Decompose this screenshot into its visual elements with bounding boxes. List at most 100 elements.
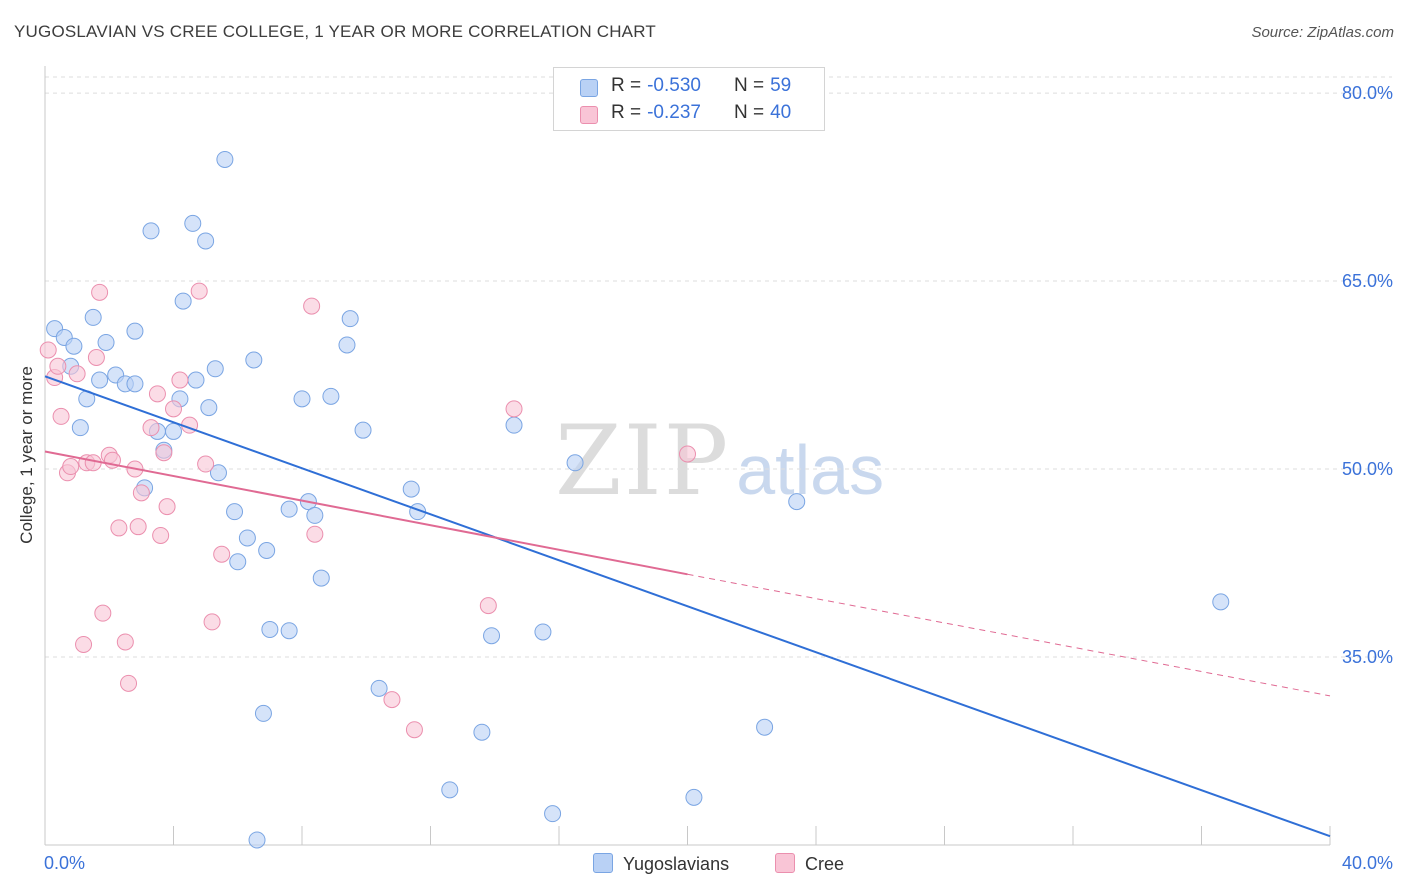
- chart-title: YUGOSLAVIAN VS CREE COLLEGE, 1 YEAR OR M…: [14, 22, 656, 41]
- yugoslavians-point: [322, 387, 340, 405]
- yugoslavians-point: [306, 506, 324, 524]
- cree-point: [116, 633, 134, 651]
- yugoslavians-point: [245, 351, 263, 369]
- cree-point: [87, 348, 105, 366]
- legend-item-yugoslavians[interactable]: Yugoslavians: [593, 853, 729, 875]
- yugoslavians-point: [226, 503, 244, 521]
- yugoslavians-point: [254, 704, 272, 722]
- yugoslavians-point: [1212, 593, 1230, 611]
- yugoslavians-point: [258, 541, 276, 559]
- yugoslavians-point: [84, 308, 102, 326]
- cree-point: [213, 545, 231, 563]
- legend-n-label: N =: [734, 102, 765, 123]
- series-legend: Yugoslavians Cree: [0, 853, 1406, 877]
- yugoslavians-point: [187, 371, 205, 389]
- yugoslavians-point: [505, 416, 523, 434]
- yugoslavians-point: [402, 480, 420, 498]
- yugoslavians-point: [142, 222, 160, 240]
- legend-swatch-yugoslavians: [593, 853, 613, 873]
- y-tick-label: 80.0%: [1342, 83, 1393, 103]
- cree-point: [165, 400, 182, 418]
- yugoslavians-point: [338, 336, 356, 354]
- legend-n-value: 40: [770, 102, 792, 123]
- cree-point: [679, 445, 696, 463]
- grid-layer: [45, 76, 1392, 658]
- yugoslavians-point: [184, 214, 202, 232]
- yugoslavians-points: [46, 150, 1230, 849]
- yugoslavians-point: [473, 723, 491, 741]
- yugoslavians-point: [206, 360, 224, 378]
- trend-line-cree: [44, 450, 688, 576]
- yugoslavians-point: [209, 464, 227, 482]
- legend-n-label: N =: [734, 75, 765, 96]
- yugoslavians-point: [788, 493, 806, 511]
- yugoslavians-point: [341, 310, 359, 328]
- cree-point: [49, 357, 67, 375]
- cree-point: [94, 604, 112, 622]
- x-tick-label: 0.0%: [44, 853, 85, 873]
- legend-r-value: -0.530: [647, 75, 701, 96]
- cree-point: [383, 691, 401, 709]
- cree-point: [303, 297, 321, 315]
- y-tick-label: 65.0%: [1342, 271, 1393, 291]
- trend-line-extension-cree: [687, 573, 1331, 697]
- legend-label-yugoslavians: Yugoslavians: [623, 854, 730, 874]
- cree-point: [148, 385, 166, 403]
- legend-item-cree[interactable]: Cree: [775, 853, 844, 875]
- legend-swatch-cree: [775, 853, 795, 873]
- yugoslavians-point: [756, 718, 774, 736]
- legend-r: R = -0.530: [611, 75, 701, 97]
- yugoslavians-point: [238, 529, 256, 547]
- yugoslavians-point: [248, 831, 266, 849]
- cree-point: [120, 674, 138, 692]
- legend-label-cree: Cree: [805, 854, 845, 874]
- yugoslavians-point: [126, 375, 144, 393]
- yugoslavians-point: [229, 553, 247, 571]
- yugoslavians-point: [197, 232, 215, 250]
- cree-point: [190, 282, 208, 300]
- yugoslavians-point: [280, 622, 298, 640]
- trend-lines: [44, 375, 1331, 838]
- y-tick-label: 35.0%: [1342, 647, 1393, 667]
- trend-line-yugoslavians: [44, 375, 1331, 838]
- yugoslavians-point: [174, 292, 192, 310]
- legend-n: N = 59: [734, 75, 791, 97]
- yugoslavians-point: [566, 454, 584, 472]
- cree-point: [62, 458, 80, 476]
- legend-swatch-pink: [580, 106, 598, 124]
- cree-point: [132, 484, 150, 502]
- legend-r-label: R =: [611, 102, 642, 123]
- yugoslavians-point: [126, 322, 144, 340]
- yugoslavians-point: [165, 422, 182, 440]
- cree-point: [68, 365, 86, 383]
- cree-point: [39, 341, 57, 359]
- cree-point: [158, 498, 176, 516]
- yugoslavians-point: [71, 419, 89, 437]
- yugoslavians-point: [216, 150, 234, 168]
- tick-labels: 35.0% 50.0% 65.0% 80.0% 0.0% 40.0%: [44, 83, 1393, 873]
- cree-points: [39, 282, 696, 739]
- yugoslavians-point: [65, 337, 83, 355]
- cree-point: [479, 597, 497, 615]
- cree-point: [75, 635, 93, 653]
- legend-r-value: -0.237: [647, 102, 701, 123]
- yugoslavians-point: [261, 620, 279, 638]
- cree-point: [405, 721, 423, 739]
- yugoslavians-point: [354, 421, 372, 439]
- cree-point: [203, 613, 221, 631]
- yugoslavians-point: [200, 399, 218, 417]
- cree-point: [129, 518, 147, 536]
- cree-point: [142, 419, 160, 437]
- yugoslavians-point: [91, 371, 109, 389]
- legend-n: N = 40: [734, 102, 791, 124]
- x-tick-label: 40.0%: [1342, 853, 1393, 873]
- yugoslavians-point: [312, 569, 330, 587]
- stats-legend: R = -0.530 N = 59 R = -0.237 N = 40: [553, 67, 825, 131]
- cree-point: [52, 407, 70, 425]
- yugoslavians-point: [97, 333, 115, 351]
- cree-point: [306, 525, 324, 543]
- cree-point: [110, 519, 128, 537]
- yugoslavians-point: [280, 500, 298, 518]
- cree-point: [171, 371, 189, 389]
